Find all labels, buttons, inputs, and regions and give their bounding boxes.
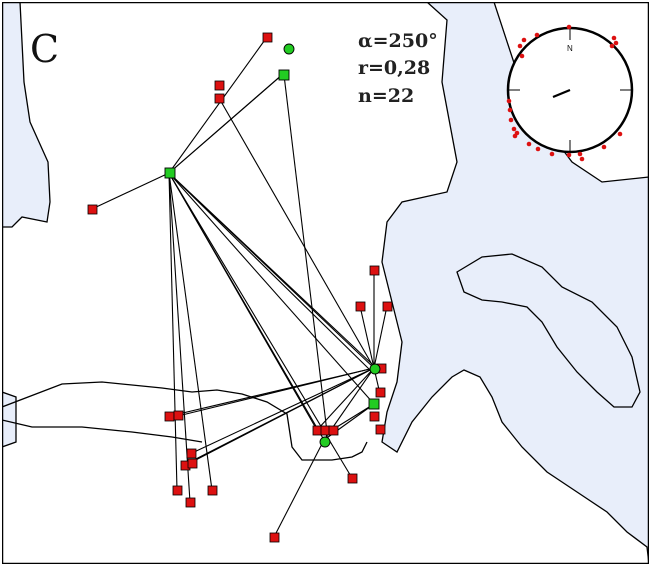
find-marker (87, 204, 98, 215)
connection-lines (91, 36, 388, 538)
compass-rose: N (506, 24, 634, 162)
find-marker (375, 424, 386, 435)
find-marker (369, 411, 380, 422)
find-markers (87, 32, 393, 543)
find-marker (369, 265, 380, 276)
site-marker (368, 398, 380, 410)
find-marker (347, 473, 358, 484)
find-marker (187, 458, 198, 469)
find-marker (186, 448, 197, 459)
find-marker (164, 411, 175, 422)
lake (456, 253, 641, 408)
direction-points (506, 24, 623, 162)
find-marker (172, 485, 183, 496)
find-marker (185, 497, 196, 508)
stat-alpha: α=250° (358, 30, 438, 52)
stat-r: r=0,28 (358, 57, 430, 79)
find-marker (269, 532, 280, 543)
find-marker (382, 301, 393, 312)
inland-road (2, 381, 368, 461)
panel-letter: C (30, 27, 59, 71)
site-marker (283, 43, 295, 55)
stat-n: n=22 (358, 85, 414, 107)
find-marker (355, 301, 366, 312)
mean-vector-arrow (552, 88, 571, 99)
find-marker (262, 32, 273, 43)
site-marker (278, 69, 290, 81)
find-marker (173, 410, 184, 421)
site-marker (164, 167, 176, 179)
site-marker (319, 436, 331, 448)
site-markers (164, 43, 381, 448)
inland-road-2 (2, 419, 203, 443)
site-marker (369, 363, 381, 375)
find-marker (214, 93, 225, 104)
find-marker (328, 425, 339, 436)
find-marker (375, 387, 386, 398)
find-marker (207, 485, 218, 496)
find-marker (214, 80, 225, 91)
compass-north-label: N (567, 44, 573, 53)
